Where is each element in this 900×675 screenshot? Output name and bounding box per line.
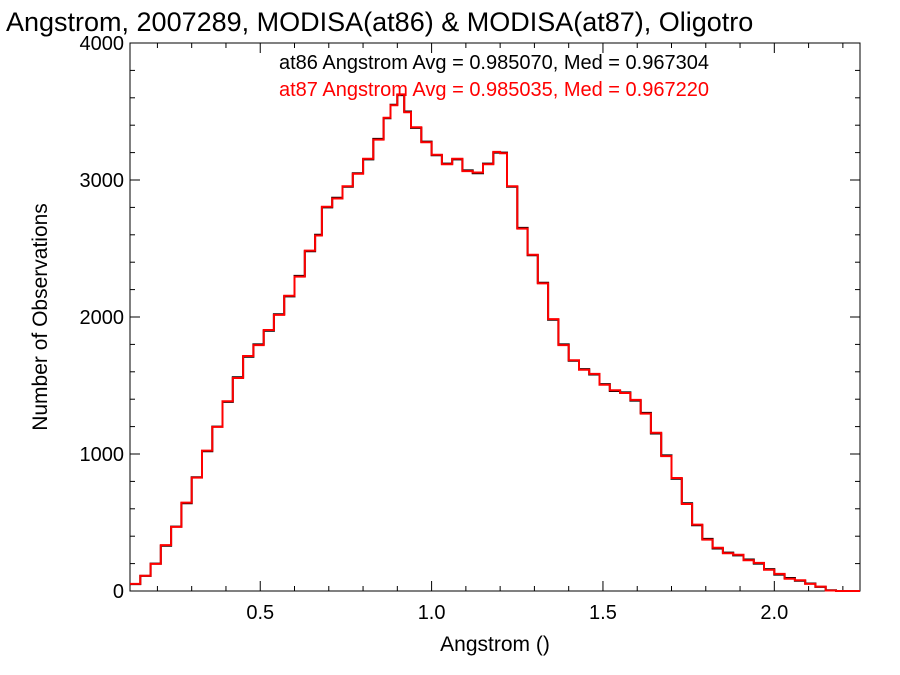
x-tick-label: 2.0 [760,602,788,624]
y-tick-label: 2000 [80,307,125,329]
series-line-at87 [130,93,860,592]
y-tick-label: 4000 [80,33,125,55]
axis-ticks [130,42,860,592]
legend-entry-at87: at87 Angstrom Avg = 0.985035, Med = 0.96… [279,79,709,101]
series-line-at86 [130,94,860,592]
x-tick-label: 1.5 [589,602,617,624]
x-tick-label: 1.0 [418,602,446,624]
x-tick-label: 0.5 [246,602,274,624]
chart-title: Angstrom, 2007289, MODISA(at86) & MODISA… [6,7,753,37]
y-tick-label: 0 [113,581,124,603]
y-axis-title: Number of Observations [29,203,52,431]
y-tick-label: 3000 [80,170,125,192]
series-lines [130,93,860,592]
y-tick-label: 1000 [80,444,125,466]
axis-tick-labels: 0.5 1.0 1.5 2.0 0 1000 2000 3000 4000 [80,33,789,624]
x-axis-title: Angstrom () [440,633,550,656]
legend-entry-at86: at86 Angstrom Avg = 0.985070, Med = 0.96… [279,52,709,74]
plot-frame [129,42,861,592]
